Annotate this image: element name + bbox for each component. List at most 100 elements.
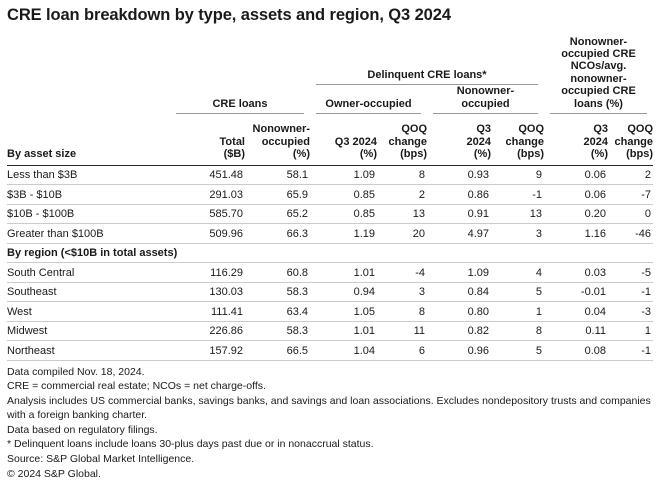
- table-cell: 63.4: [245, 301, 310, 322]
- group-header-nco-label: Nonowner- occupied CRE NCOs/avg. nonowne…: [550, 36, 648, 114]
- column-header-nonowner-pct: Nonowner- occupied (%): [245, 114, 310, 166]
- section-header-by-region: By region (<$10B in total assets): [7, 243, 654, 263]
- table-body: Less than $3B 451.48 58.1 1.09 8 0.93 9 …: [7, 165, 654, 361]
- table-row-3b-10b: $3B - $10B 291.03 65.9 0.85 2 0.86 -1 0.…: [7, 184, 654, 205]
- table-cell: 58.1: [245, 165, 310, 185]
- table-cell: 8: [377, 301, 427, 322]
- table-cell: 5: [491, 340, 544, 361]
- table-cell: West: [7, 301, 170, 322]
- table-row-less-than-3b: Less than $3B 451.48 58.1 1.09 8 0.93 9 …: [7, 165, 654, 185]
- table-cell: 11: [377, 321, 427, 341]
- footnote-delinquent-definition: * Delinquent loans include loans 30-plus…: [7, 438, 374, 451]
- table-row-10b-100b: $10B - $100B 585.70 65.2 0.85 13 0.91 13…: [7, 204, 654, 224]
- group-header-row-bottom: CRE loans Owner-occupied Nonowner- occup…: [7, 85, 653, 114]
- table-cell: 0.94: [310, 282, 377, 302]
- table-cell: Southeast: [7, 282, 170, 302]
- group-header-cre-loans-label: CRE loans: [176, 98, 304, 114]
- table-cell: 13: [377, 204, 427, 224]
- footnote-abbreviations: CRE = commercial real estate; NCOs = net…: [7, 380, 266, 393]
- column-header-by-asset-size: By asset size: [7, 114, 170, 166]
- column-header-owner-q3: Q3 2024 (%): [310, 114, 377, 166]
- table-cell: -4: [377, 262, 427, 283]
- table-cell: 509.96: [170, 223, 245, 244]
- table-header: Delinquent CRE loans* Nonowner- occupied…: [7, 35, 654, 166]
- table-cell: 1: [608, 321, 654, 341]
- cre-loan-table: Delinquent CRE loans* Nonowner- occupied…: [7, 35, 654, 361]
- table-row-northeast: Northeast 157.92 66.5 1.04 6 0.96 5 0.08…: [7, 340, 654, 361]
- table-cell: 0.04: [544, 301, 608, 322]
- table-cell: 4: [491, 262, 544, 283]
- table-cell: 585.70: [170, 204, 245, 224]
- table-cell: Midwest: [7, 321, 170, 341]
- table-cell: 6: [377, 340, 427, 361]
- table-cell: -46: [608, 223, 654, 244]
- table-cell: 0.85: [310, 184, 377, 205]
- table-cell: 1.01: [310, 321, 377, 341]
- table-cell: 1.01: [310, 262, 377, 283]
- column-header-total: Total ($B): [170, 114, 245, 166]
- table-cell: $10B - $100B: [7, 204, 170, 224]
- table-cell: Greater than $100B: [7, 223, 170, 244]
- footnote-regulatory: Data based on regulatory filings.: [7, 423, 158, 436]
- header-spacer: [7, 35, 310, 85]
- column-header-nco-qoq: QOQ change (bps): [608, 114, 654, 166]
- table-cell: 66.3: [245, 223, 310, 244]
- table-cell: 157.92: [170, 340, 245, 361]
- table-cell: -3: [608, 301, 654, 322]
- table-cell: 0.91: [427, 204, 491, 224]
- table-cell: 0.84: [427, 282, 491, 302]
- table-row-south-central: South Central 116.29 60.8 1.01 -4 1.09 4…: [7, 262, 654, 283]
- table-cell: 1.05: [310, 301, 377, 322]
- table-cell: -1: [491, 184, 544, 205]
- table-cell: 0.11: [544, 321, 608, 341]
- table-cell: -5: [608, 262, 654, 283]
- group-header-owner-occupied: Owner-occupied: [310, 85, 427, 114]
- column-header-nonowner-qoq: QOQ change (bps): [491, 114, 544, 166]
- column-header-nco-q3: Q3 2024 (%): [544, 114, 608, 166]
- table-cell: 58.3: [245, 282, 310, 302]
- table-cell: 65.9: [245, 184, 310, 205]
- group-header-delinquent-label: Delinquent CRE loans*: [316, 69, 538, 85]
- table-cell: 0.03: [544, 262, 608, 283]
- table-cell: 13: [491, 204, 544, 224]
- table-cell: 451.48: [170, 165, 245, 185]
- table-cell: 3: [377, 282, 427, 302]
- table-cell: 1.04: [310, 340, 377, 361]
- table-cell: 291.03: [170, 184, 245, 205]
- column-header-owner-qoq: QOQ change (bps): [377, 114, 427, 166]
- table-cell: 60.8: [245, 262, 310, 283]
- table-cell: 1.19: [310, 223, 377, 244]
- table-cell: 8: [377, 165, 427, 185]
- group-header-cre-loans: CRE loans: [170, 85, 310, 114]
- table-cell: 0.06: [544, 165, 608, 185]
- footnote-source: Source: S&P Global Market Intelligence.: [7, 453, 195, 466]
- table-cell: -0.01: [544, 282, 608, 302]
- column-header-row: By asset size Total ($B) Nonowner- occup…: [7, 114, 654, 166]
- table-cell: -1: [608, 340, 654, 361]
- table-cell: 0.85: [310, 204, 377, 224]
- table-cell: 111.41: [170, 301, 245, 322]
- footnotes: Data compiled Nov. 18, 2024. CRE = comme…: [7, 365, 653, 482]
- table-cell: -7: [608, 184, 654, 205]
- table-row-west: West 111.41 63.4 1.05 8 0.80 1 0.04 -3: [7, 301, 654, 322]
- table-cell: 1.16: [544, 223, 608, 244]
- table-cell: 2: [377, 184, 427, 205]
- group-header-nonowner-occupied-label: Nonowner- occupied: [433, 85, 538, 114]
- group-header-nco: Nonowner- occupied CRE NCOs/avg. nonowne…: [544, 35, 653, 114]
- table-cell: Northeast: [7, 340, 170, 361]
- table-cell: 116.29: [170, 262, 245, 283]
- table-cell: 0: [608, 204, 654, 224]
- section-header-row: By region (<$10B in total assets): [7, 243, 654, 263]
- table-cell: 1.09: [427, 262, 491, 283]
- group-header-delinquent: Delinquent CRE loans*: [310, 35, 544, 85]
- table-cell: 58.3: [245, 321, 310, 341]
- group-header-owner-occupied-label: Owner-occupied: [316, 98, 421, 114]
- table-cell: 1.09: [310, 165, 377, 185]
- table-cell: 0.93: [427, 165, 491, 185]
- table-cell: 0.20: [544, 204, 608, 224]
- footnote-analysis-scope: Analysis includes US commercial banks, s…: [7, 394, 651, 422]
- table-cell: 65.2: [245, 204, 310, 224]
- table-cell: -1: [608, 282, 654, 302]
- footnote-data-compiled: Data compiled Nov. 18, 2024.: [7, 365, 145, 378]
